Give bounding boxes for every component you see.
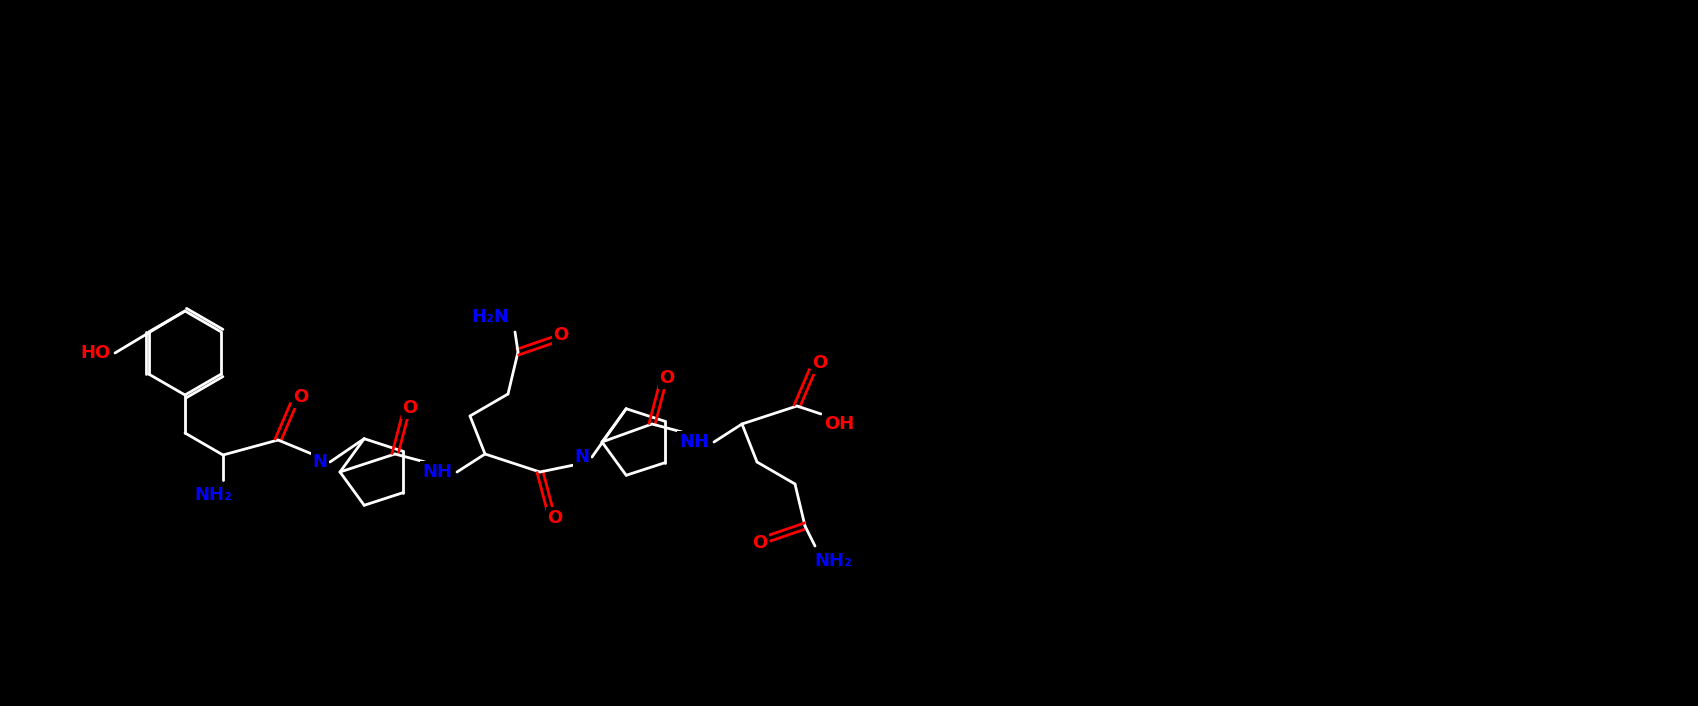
Text: H₂N: H₂N xyxy=(470,308,509,326)
Text: NH₂: NH₂ xyxy=(813,552,852,570)
Text: O: O xyxy=(554,326,569,344)
Text: O: O xyxy=(812,354,827,372)
Text: N: N xyxy=(312,453,328,471)
Text: O: O xyxy=(294,388,309,406)
Text: HO: HO xyxy=(80,344,110,362)
Text: NH: NH xyxy=(679,433,710,451)
Text: O: O xyxy=(402,399,418,417)
Text: N: N xyxy=(574,448,589,466)
Text: OH: OH xyxy=(824,415,854,433)
Text: O: O xyxy=(752,534,767,552)
Text: O: O xyxy=(547,509,562,527)
Text: NH: NH xyxy=(423,463,452,481)
Text: NH₂: NH₂ xyxy=(194,486,233,504)
Text: O: O xyxy=(659,369,674,387)
